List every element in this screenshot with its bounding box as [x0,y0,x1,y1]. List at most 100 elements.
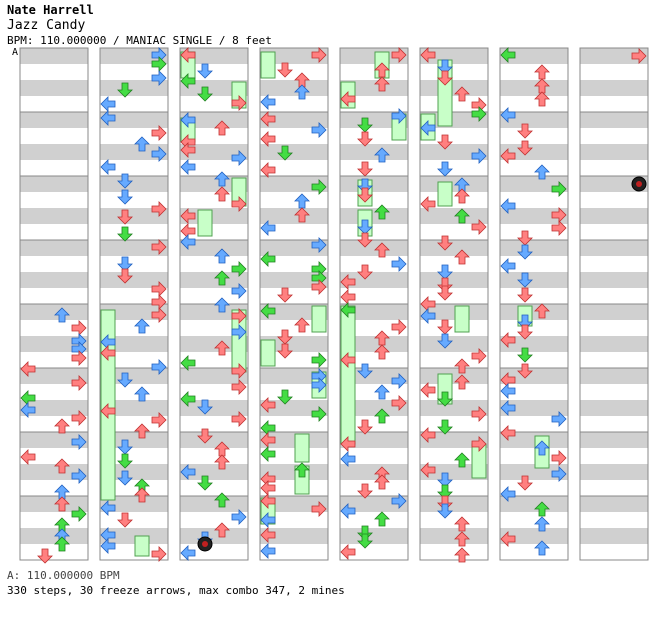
arrow-note [471,406,487,422]
arrow-note [214,522,230,538]
arrow-note [340,91,356,107]
arrow-note [294,462,310,478]
arrow-note [500,400,516,416]
arrow-note [197,428,213,444]
arrow-note [357,264,373,280]
arrow-note [277,343,293,359]
arrow-note [294,84,310,100]
arrow-note [374,204,390,220]
arrow-note [437,484,453,500]
arrow-note [517,314,533,330]
chart-stats: 330 steps, 30 freeze arrows, max combo 3… [7,584,345,597]
arrow-note [54,458,70,474]
arrow-note [151,56,167,72]
arrow-note [214,454,230,470]
arrow-note [117,189,133,205]
arrow-note [54,307,70,323]
arrow-note [534,303,550,319]
freeze-arrow [260,51,276,79]
arrow-note [117,470,133,486]
arrow-note [500,383,516,399]
arrow-note [340,274,356,290]
arrow-note [454,358,470,374]
arrow-note [340,451,356,467]
arrow-note [391,319,407,335]
arrow-note [71,350,87,366]
arrow-note [311,179,327,195]
arrow-note [214,248,230,264]
arrow-note [117,453,133,469]
arrow-note [357,363,373,379]
arrow-note [180,208,196,224]
bpm-marker-label: A [12,47,19,58]
arrow-note [117,173,133,189]
arrow-note [454,86,470,102]
arrow-note [117,82,133,98]
chart-column [579,47,649,561]
arrow-note [437,59,453,75]
freeze-arrow [437,181,453,207]
arrow-note [71,434,87,450]
arrow-note [517,230,533,246]
arrow-note [151,546,167,562]
arrow-note [117,512,133,528]
arrow-note [374,474,390,490]
arrow-note [54,418,70,434]
arrow-note [260,303,276,319]
arrow-note [311,279,327,295]
song-title: Jazz Candy [7,18,86,33]
arrow-note [311,237,327,253]
arrow-note [180,464,196,480]
arrow-note [231,196,247,212]
arrow-note [151,201,167,217]
arrow-note [454,531,470,547]
arrow-note [357,117,373,133]
arrow-note [151,146,167,162]
arrow-note [231,261,247,277]
arrow-note [214,492,230,508]
arrow-note [391,395,407,411]
arrow-note [311,47,327,63]
arrow-note [391,108,407,124]
arrow-note [260,94,276,110]
arrow-note [420,462,436,478]
arrow-note [340,352,356,368]
arrow-note [117,268,133,284]
arrow-note [294,207,310,223]
arrow-note [534,501,550,517]
arrow-note [500,198,516,214]
arrow-note [374,344,390,360]
arrow-note [260,432,276,448]
arrow-note [260,543,276,559]
arrow-note [517,363,533,379]
arrow-note [517,140,533,156]
arrow-note [357,533,373,549]
arrow-note [437,419,453,435]
arrow-note [437,285,453,301]
arrow-note [420,382,436,398]
arrow-note [134,386,150,402]
arrow-note [420,120,436,136]
arrow-note [454,208,470,224]
arrow-note [471,219,487,235]
arrow-note [214,186,230,202]
arrow-note [517,244,533,260]
bpm-change-legend: A: 110.000000 BPM [7,569,120,582]
arrow-note [117,372,133,388]
arrow-note [551,450,567,466]
arrow-note [437,472,453,488]
arrow-note [311,377,327,393]
arrow-note [551,181,567,197]
arrow-note [500,148,516,164]
arrow-note [454,188,470,204]
freeze-arrow [454,305,470,333]
arrow-note [437,391,453,407]
arrow-note [260,131,276,147]
arrow-note [100,403,116,419]
arrow-note [500,425,516,441]
arrow-note [71,506,87,522]
arrow-note [471,148,487,164]
arrow-note [374,408,390,424]
arrow-note [437,235,453,251]
